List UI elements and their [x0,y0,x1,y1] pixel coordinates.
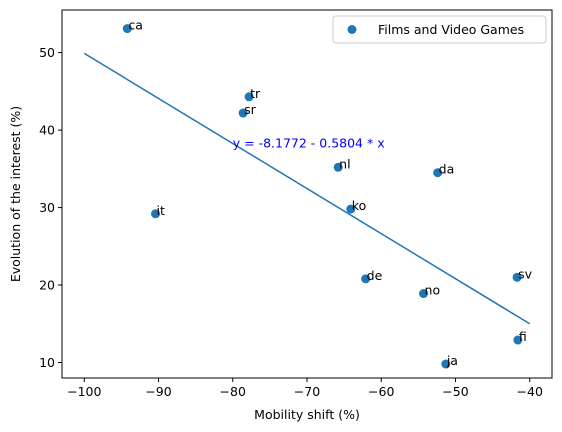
legend-box [332,15,547,44]
x-tick-label: −90 [145,384,171,399]
point-label-no: no [425,283,441,298]
data-point-sr [238,108,248,118]
data-point-it [151,209,161,219]
x-tick-label: −40 [517,384,543,399]
point-label-sr: sr [244,102,257,117]
x-tick-label: −100 [67,384,101,399]
point-label-fi: fi [519,329,527,344]
point-label-da: da [439,162,455,177]
x-tick-label: −50 [442,384,468,399]
fit-line [83,52,531,325]
data-point-ko [346,204,356,214]
data-point-fi [513,335,523,345]
plot-frame [61,9,553,379]
data-point-ja [441,359,451,369]
y-tick-label: 40 [39,123,55,138]
data-point-tr [244,92,254,102]
point-label-ca: ca [128,18,143,33]
y-tick-label: 20 [39,278,55,293]
data-point-sv [512,272,522,282]
data-point-ca [122,24,132,34]
x-tick-label: −60 [368,384,394,399]
legend: Films and Video Games [332,15,547,44]
x-tick-label: −70 [294,384,320,399]
y-tick-label: 50 [39,45,55,60]
point-label-de: de [367,268,383,283]
y-axis-ticks: 10 20 30 40 50 [39,45,62,370]
point-label-it: it [157,203,165,218]
data-point-de [361,274,371,284]
y-tick-label: 10 [39,355,55,370]
x-axis-ticks: −100 −90 −80 −70 −60 −50 −40 [67,378,543,399]
data-point-da [433,168,443,178]
x-axis-label: Mobility shift (%) [254,407,360,422]
regression-equation: y = -8.1772 - 0.5804 * x [233,135,385,150]
point-label-ja: ja [446,353,458,368]
data-point-no [419,289,429,299]
legend-label: Films and Video Games [378,22,524,37]
fit-line-layer [83,52,531,325]
y-axis-label: Evolution of the interest (%) [8,106,23,282]
data-points-layer [122,24,523,369]
legend-marker [347,25,357,34]
x-tick-label: −80 [220,384,246,399]
point-label-nl: nl [339,156,350,171]
point-label-ko: ko [352,198,366,213]
point-label-tr: tr [250,86,261,101]
point-label-sv: sv [518,266,533,281]
data-point-nl [333,162,343,172]
y-tick-label: 30 [39,200,55,215]
